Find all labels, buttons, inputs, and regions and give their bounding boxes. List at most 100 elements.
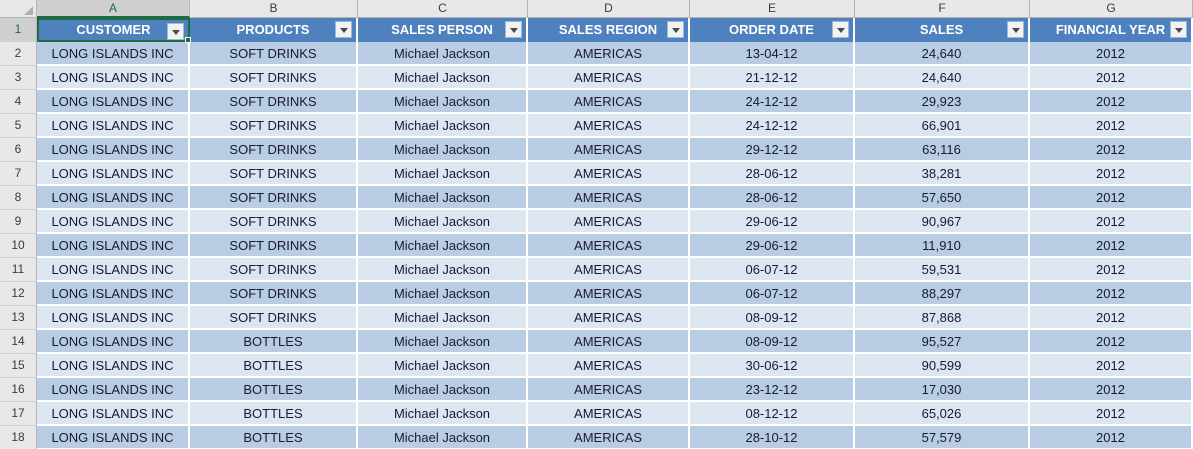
row-header-17[interactable]: 17 [0, 402, 37, 426]
cell-G6[interactable]: 2012 [1030, 138, 1193, 162]
filter-dropdown-button-c[interactable] [505, 21, 522, 38]
filter-dropdown-button-g[interactable] [1170, 21, 1187, 38]
cell-B2[interactable]: SOFT DRINKS [190, 42, 358, 66]
cell-D2[interactable]: AMERICAS [528, 42, 690, 66]
cell-A4[interactable]: LONG ISLANDS INC [37, 90, 190, 114]
cell-B7[interactable]: SOFT DRINKS [190, 162, 358, 186]
row-header-11[interactable]: 11 [0, 258, 37, 282]
cell-E7[interactable]: 28-06-12 [690, 162, 855, 186]
cell-G18[interactable]: 2012 [1030, 426, 1193, 449]
cell-B10[interactable]: SOFT DRINKS [190, 234, 358, 258]
cell-A6[interactable]: LONG ISLANDS INC [37, 138, 190, 162]
column-header-d[interactable]: SALES REGION [528, 18, 690, 42]
cell-D17[interactable]: AMERICAS [528, 402, 690, 426]
cell-E15[interactable]: 30-06-12 [690, 354, 855, 378]
cell-F5[interactable]: 66,901 [855, 114, 1030, 138]
row-header-18[interactable]: 18 [0, 426, 37, 449]
row-header-7[interactable]: 7 [0, 162, 37, 186]
cell-G15[interactable]: 2012 [1030, 354, 1193, 378]
cell-F8[interactable]: 57,650 [855, 186, 1030, 210]
cell-G13[interactable]: 2012 [1030, 306, 1193, 330]
cell-F14[interactable]: 95,527 [855, 330, 1030, 354]
row-header-2[interactable]: 2 [0, 42, 37, 66]
cell-D10[interactable]: AMERICAS [528, 234, 690, 258]
column-header-b[interactable]: PRODUCTS [190, 18, 358, 42]
cell-A11[interactable]: LONG ISLANDS INC [37, 258, 190, 282]
cell-F6[interactable]: 63,116 [855, 138, 1030, 162]
cell-F4[interactable]: 29,923 [855, 90, 1030, 114]
cell-C8[interactable]: Michael Jackson [358, 186, 528, 210]
cell-A15[interactable]: LONG ISLANDS INC [37, 354, 190, 378]
column-header-f[interactable]: SALES [855, 18, 1030, 42]
cell-A5[interactable]: LONG ISLANDS INC [37, 114, 190, 138]
cell-E2[interactable]: 13-04-12 [690, 42, 855, 66]
cell-C14[interactable]: Michael Jackson [358, 330, 528, 354]
cell-A13[interactable]: LONG ISLANDS INC [37, 306, 190, 330]
cell-F11[interactable]: 59,531 [855, 258, 1030, 282]
cell-E10[interactable]: 29-06-12 [690, 234, 855, 258]
cell-E17[interactable]: 08-12-12 [690, 402, 855, 426]
cell-C10[interactable]: Michael Jackson [358, 234, 528, 258]
cell-D8[interactable]: AMERICAS [528, 186, 690, 210]
cell-B11[interactable]: SOFT DRINKS [190, 258, 358, 282]
row-header-4[interactable]: 4 [0, 90, 37, 114]
cell-B6[interactable]: SOFT DRINKS [190, 138, 358, 162]
cell-A9[interactable]: LONG ISLANDS INC [37, 210, 190, 234]
cell-D4[interactable]: AMERICAS [528, 90, 690, 114]
cell-B13[interactable]: SOFT DRINKS [190, 306, 358, 330]
cell-E16[interactable]: 23-12-12 [690, 378, 855, 402]
row-header-5[interactable]: 5 [0, 114, 37, 138]
cell-C16[interactable]: Michael Jackson [358, 378, 528, 402]
cell-C2[interactable]: Michael Jackson [358, 42, 528, 66]
column-header-g[interactable]: FINANCIAL YEAR [1030, 18, 1193, 42]
cell-D3[interactable]: AMERICAS [528, 66, 690, 90]
cell-F16[interactable]: 17,030 [855, 378, 1030, 402]
row-header-13[interactable]: 13 [0, 306, 37, 330]
cell-A7[interactable]: LONG ISLANDS INC [37, 162, 190, 186]
filter-dropdown-button-d[interactable] [667, 21, 684, 38]
row-header-9[interactable]: 9 [0, 210, 37, 234]
cell-D5[interactable]: AMERICAS [528, 114, 690, 138]
cell-C17[interactable]: Michael Jackson [358, 402, 528, 426]
column-letter-c[interactable]: C [358, 0, 528, 18]
cell-B4[interactable]: SOFT DRINKS [190, 90, 358, 114]
cell-C11[interactable]: Michael Jackson [358, 258, 528, 282]
filter-dropdown-button-a[interactable] [167, 23, 184, 40]
cell-C4[interactable]: Michael Jackson [358, 90, 528, 114]
filter-dropdown-button-e[interactable] [832, 21, 849, 38]
cell-E5[interactable]: 24-12-12 [690, 114, 855, 138]
column-letter-g[interactable]: G [1030, 0, 1193, 18]
cell-D15[interactable]: AMERICAS [528, 354, 690, 378]
cell-C13[interactable]: Michael Jackson [358, 306, 528, 330]
cell-F2[interactable]: 24,640 [855, 42, 1030, 66]
cell-D16[interactable]: AMERICAS [528, 378, 690, 402]
cell-G8[interactable]: 2012 [1030, 186, 1193, 210]
cell-E11[interactable]: 06-07-12 [690, 258, 855, 282]
cell-D12[interactable]: AMERICAS [528, 282, 690, 306]
cell-D18[interactable]: AMERICAS [528, 426, 690, 449]
cell-G16[interactable]: 2012 [1030, 378, 1193, 402]
column-letter-e[interactable]: E [690, 0, 855, 18]
cell-G5[interactable]: 2012 [1030, 114, 1193, 138]
row-header-8[interactable]: 8 [0, 186, 37, 210]
select-all-button[interactable] [0, 0, 37, 18]
row-header-12[interactable]: 12 [0, 282, 37, 306]
row-header-6[interactable]: 6 [0, 138, 37, 162]
cell-C15[interactable]: Michael Jackson [358, 354, 528, 378]
cell-A10[interactable]: LONG ISLANDS INC [37, 234, 190, 258]
cell-B15[interactable]: BOTTLES [190, 354, 358, 378]
cell-E12[interactable]: 06-07-12 [690, 282, 855, 306]
cell-A16[interactable]: LONG ISLANDS INC [37, 378, 190, 402]
cell-C5[interactable]: Michael Jackson [358, 114, 528, 138]
row-header-3[interactable]: 3 [0, 66, 37, 90]
cell-C9[interactable]: Michael Jackson [358, 210, 528, 234]
cell-B17[interactable]: BOTTLES [190, 402, 358, 426]
cell-B12[interactable]: SOFT DRINKS [190, 282, 358, 306]
cell-A8[interactable]: LONG ISLANDS INC [37, 186, 190, 210]
cell-E3[interactable]: 21-12-12 [690, 66, 855, 90]
cell-A17[interactable]: LONG ISLANDS INC [37, 402, 190, 426]
cell-G12[interactable]: 2012 [1030, 282, 1193, 306]
fill-handle[interactable] [185, 37, 191, 43]
cell-D13[interactable]: AMERICAS [528, 306, 690, 330]
column-letter-b[interactable]: B [190, 0, 358, 18]
